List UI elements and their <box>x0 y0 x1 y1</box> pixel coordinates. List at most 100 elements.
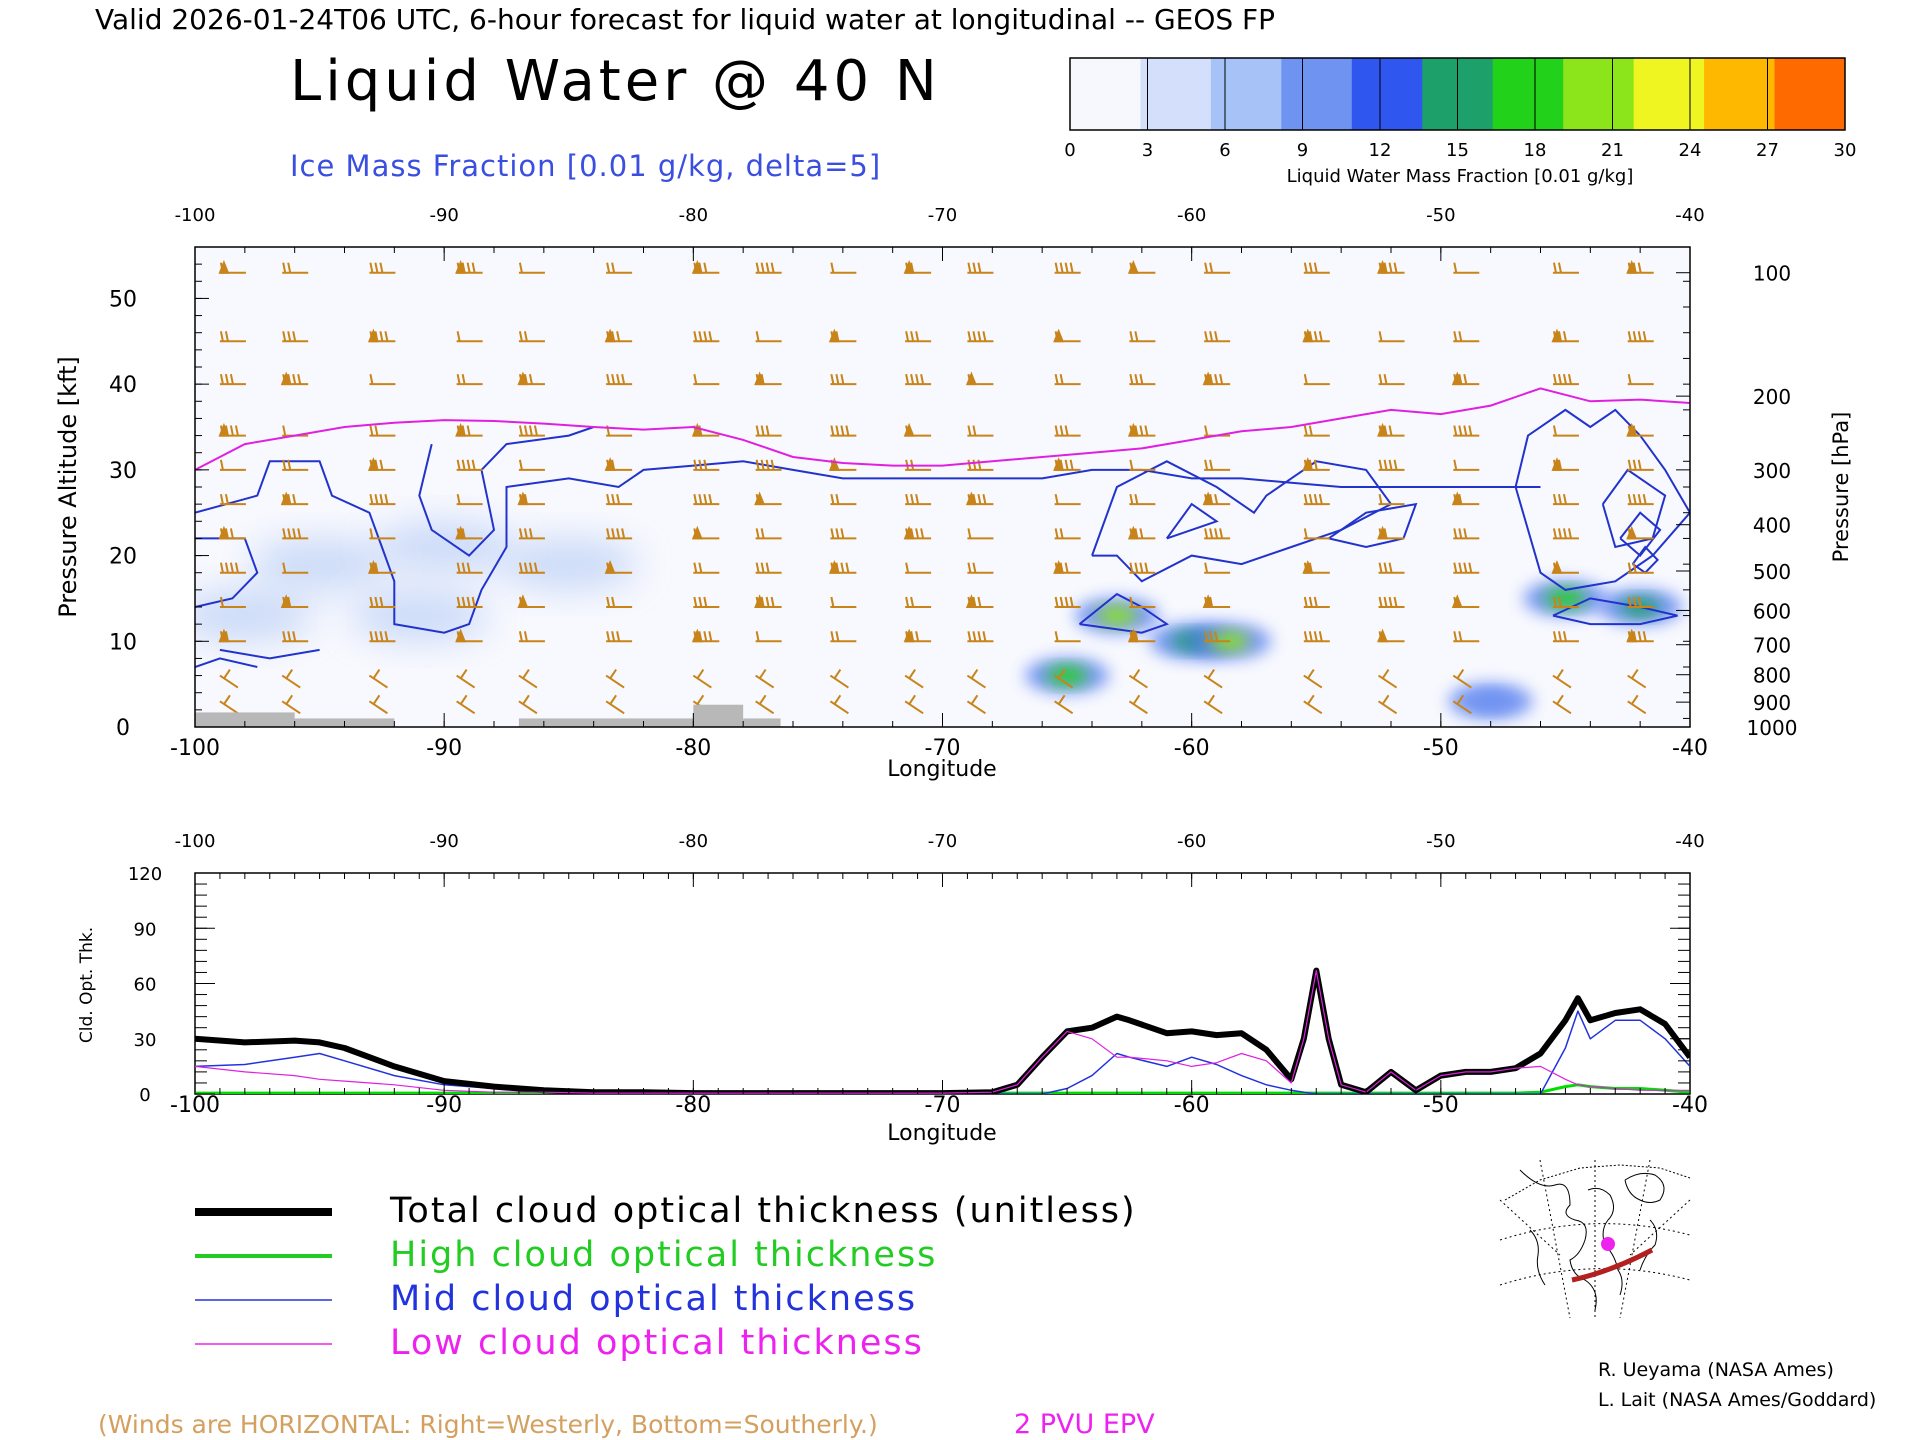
wind-barb <box>1128 669 1148 689</box>
legend: Total cloud optical thickness (unitless)… <box>195 1191 1137 1363</box>
upper-pressure-tick-label: 300 <box>1753 459 1791 483</box>
wind-barb <box>1451 491 1480 506</box>
upper-pressure-tick-label: 900 <box>1753 691 1791 715</box>
upper-x-top-tick-label: -80 <box>679 205 708 226</box>
wind-barb <box>456 493 483 506</box>
wind-barb <box>1204 631 1231 643</box>
wind-barb <box>1127 525 1156 540</box>
lower-x-top-tick-label: -40 <box>1675 831 1704 852</box>
wind-barb <box>604 457 633 471</box>
ice-contour <box>1328 502 1418 549</box>
upper-y-tick-label: 20 <box>109 545 137 570</box>
valid-line: Valid 2026-01-24T06 UTC, 6-hour forecast… <box>95 3 1275 36</box>
lower-x-top-tick-label: -80 <box>679 831 708 852</box>
lower-axes: -100 -100 -90 -90 -80 -80 -70 -70 -60 -60 -50 -50 -4… <box>128 831 1708 1118</box>
upper-y-tick-label: 0 <box>116 716 130 741</box>
wind-barb <box>1129 493 1156 506</box>
lower-x-tick-label: -60 <box>1174 1093 1210 1118</box>
upper-x-tick-label: -70 <box>925 736 961 761</box>
wind-barb <box>282 562 309 574</box>
colorbar-swatch <box>1774 58 1846 130</box>
legend-label: Total cloud optical thickness (unitless) <box>389 1191 1137 1231</box>
wind-barb <box>1552 373 1579 386</box>
wind-barb <box>903 422 932 437</box>
wind-barb <box>1552 262 1579 274</box>
wind-barb <box>1054 373 1081 386</box>
wind-barb <box>1053 457 1081 471</box>
colorbar-tick-label: 12 <box>1369 140 1392 161</box>
wind-barb <box>1377 669 1398 689</box>
wind-barb <box>1377 628 1405 643</box>
lower-x-tick-label: -40 <box>1672 1093 1708 1118</box>
colorbar-tick-label: 9 <box>1297 140 1308 161</box>
lower-ylabel: Cld. Opt. Thk. <box>77 927 97 1043</box>
wind-barb <box>456 331 483 343</box>
upper-y-tick-label: 30 <box>109 459 137 484</box>
wind-barb <box>1378 493 1405 506</box>
wind-barb <box>903 525 932 540</box>
lower-x-top-tick-label: -100 <box>175 831 216 852</box>
ice-contour <box>1514 408 1690 591</box>
wind-barb <box>967 331 994 343</box>
wind-barb <box>218 525 246 540</box>
colorbar-tick-label: 27 <box>1756 140 1779 161</box>
liquid-water-blob <box>374 521 515 573</box>
wind-barb <box>755 669 775 689</box>
wind-barb <box>1377 422 1405 437</box>
wind-barb <box>606 493 633 506</box>
wind-barb <box>830 596 857 608</box>
wind-barb <box>606 373 633 386</box>
wind-barb <box>1453 262 1480 274</box>
upper-pressure-tick-label: 100 <box>1753 262 1791 286</box>
wind-barb <box>693 331 720 343</box>
wind-barb <box>1453 459 1480 471</box>
wind-barb <box>1054 669 1074 689</box>
wind-barb <box>1453 528 1480 540</box>
wind-barb <box>1129 562 1156 574</box>
wind-barb <box>1451 594 1480 608</box>
wind-barb <box>967 528 994 540</box>
wind-barb <box>830 262 857 274</box>
wind-barb <box>1551 328 1579 343</box>
wind-barb <box>1627 596 1654 608</box>
wind-barb <box>1626 422 1654 437</box>
ice-contour <box>1552 597 1678 626</box>
wind-barb <box>369 528 396 540</box>
wind-barb <box>219 493 246 506</box>
wind-barb <box>755 562 782 574</box>
wind-barb <box>905 331 932 343</box>
wind-barb <box>966 694 986 715</box>
lower-plot-frame <box>194 872 1691 1095</box>
wind-barb <box>218 628 246 643</box>
wind-barb <box>1053 560 1081 574</box>
wind-barb <box>691 260 720 274</box>
colorbar-swatch <box>1070 58 1141 130</box>
wind-barb <box>965 491 994 506</box>
wind-barb <box>1127 422 1156 437</box>
colorbar-swatch <box>1633 58 1705 130</box>
wind-barb <box>830 373 857 386</box>
lower-y-tick-label: 60 <box>134 975 157 996</box>
wind-barb <box>829 694 849 715</box>
wind-barb <box>1378 562 1405 574</box>
upper-x-tick-label: -50 <box>1423 736 1459 761</box>
wind-barb <box>604 328 633 343</box>
wind-barb <box>965 594 994 608</box>
wind-barb <box>755 694 775 715</box>
wind-barb <box>905 596 932 608</box>
pvu-2-line <box>195 387 1690 471</box>
wind-barb <box>606 631 633 643</box>
wind-barb <box>518 694 538 715</box>
legend-label: High cloud optical thickness <box>390 1235 937 1275</box>
wind-barb <box>829 669 849 689</box>
wind-barb <box>518 669 538 689</box>
wind-barb <box>518 262 545 274</box>
wind-barb <box>1453 425 1480 437</box>
wind-barb <box>1203 694 1223 715</box>
wind-barb <box>1054 596 1081 608</box>
wind-barb <box>1204 528 1231 540</box>
ice-contour <box>1078 592 1170 634</box>
colorbar: 0 3 6 9 12 15 18 21 24 27 30 <box>1064 57 1856 161</box>
wind-barb <box>280 491 309 506</box>
